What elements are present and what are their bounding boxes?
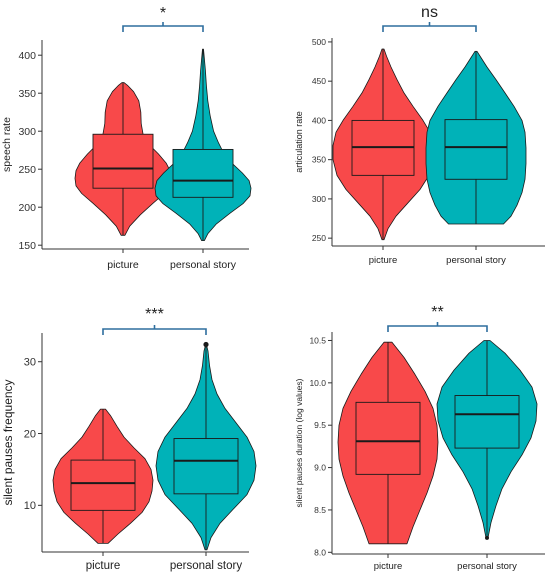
y-axis-label: silent pauses duration (log values): [294, 378, 304, 507]
y-tick-label: 9.0: [314, 463, 326, 473]
y-tick-label: 250: [18, 164, 36, 176]
y-axis-label: speech rate: [1, 117, 13, 172]
chart-panel: 150 200 250 300 350 400 speech rate picture pers…: [1, 5, 252, 271]
x-category-label: picture: [107, 259, 139, 271]
y-tick-label: 300: [18, 126, 36, 138]
significance-label: *: [160, 5, 166, 22]
outlier-point: [203, 341, 209, 348]
box-iqr: [92, 133, 154, 189]
y-axis-label: articulation rate: [294, 111, 304, 173]
significance-bracket: [122, 25, 204, 32]
significance-label: ***: [145, 306, 164, 323]
y-tick-label: 20: [24, 428, 36, 440]
y-tick-label: 9.5: [314, 420, 326, 430]
x-category-label: personal story: [457, 561, 517, 572]
y-tick-label: 350: [312, 155, 326, 165]
y-tick-label: 10: [24, 500, 36, 512]
x-category-label: personal story: [170, 259, 237, 271]
y-axis-label: silent pauses frequency: [1, 379, 15, 505]
box-iqr: [70, 459, 136, 511]
significance-label: ns: [421, 4, 438, 21]
box-iqr: [173, 438, 239, 495]
x-category-label: picture: [86, 560, 121, 572]
x-category-label: picture: [374, 561, 403, 572]
box-iqr: [454, 395, 520, 449]
box-iqr: [172, 148, 234, 198]
y-tick-label: 350: [18, 88, 36, 100]
chart-panel: 8.0 8.5 9.0 9.5 10.0 10.5 silent pauses durati…: [294, 304, 545, 572]
y-tick-label: 300: [312, 194, 326, 204]
significance-bracket: [382, 25, 477, 32]
chart-panel: 10 20 30 silent pauses frequency picture pers…: [1, 306, 257, 572]
y-tick-label: 250: [312, 233, 326, 243]
x-category-label: picture: [369, 255, 398, 266]
significance-label: **: [431, 304, 443, 321]
y-tick-label: 450: [312, 76, 326, 86]
y-tick-label: 400: [18, 50, 36, 62]
x-category-label: personal story: [446, 255, 506, 266]
y-tick-label: 400: [312, 115, 326, 125]
x-category-label: personal story: [170, 560, 242, 572]
outlier-point: [485, 535, 489, 540]
box-iqr: [444, 119, 508, 180]
y-tick-label: 8.0: [314, 547, 326, 557]
y-tick-label: 30: [24, 357, 36, 369]
y-tick-label: 10.5: [309, 335, 326, 345]
significance-bracket: [387, 325, 488, 332]
y-tick-label: 10.0: [309, 378, 326, 388]
significance-bracket: [102, 328, 207, 335]
y-tick-label: 500: [312, 37, 326, 47]
chart-panel: 250 300 350 400 450 500 articulation rate pictu…: [294, 4, 545, 266]
box-iqr: [355, 401, 421, 475]
y-tick-label: 8.5: [314, 505, 326, 515]
y-tick-label: 200: [18, 202, 36, 214]
y-tick-label: 150: [18, 240, 36, 252]
